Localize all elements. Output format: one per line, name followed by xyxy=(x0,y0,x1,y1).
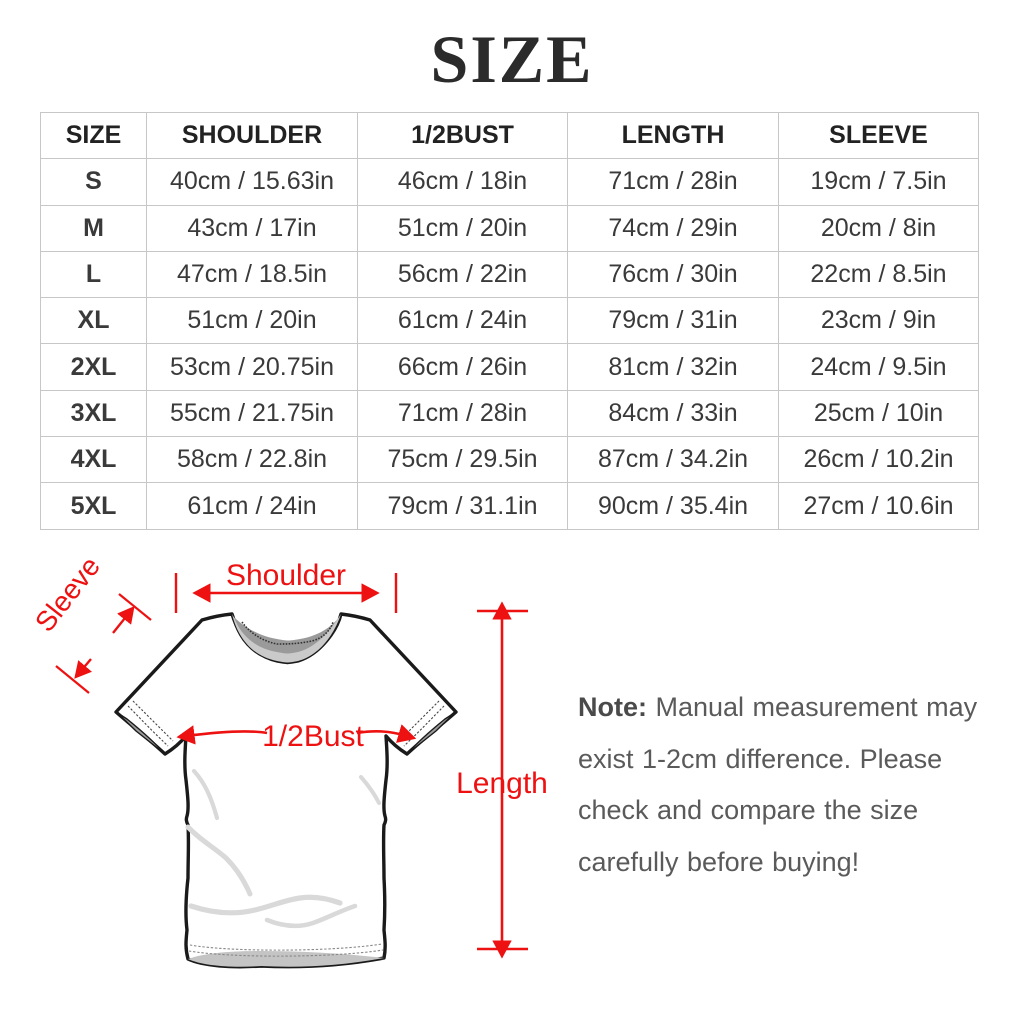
svg-text:Shoulder: Shoulder xyxy=(226,559,346,592)
svg-text:1/2Bust: 1/2Bust xyxy=(262,720,364,753)
svg-text:Length: Length xyxy=(456,767,548,800)
svg-text:Sleeve: Sleeve xyxy=(29,551,106,638)
